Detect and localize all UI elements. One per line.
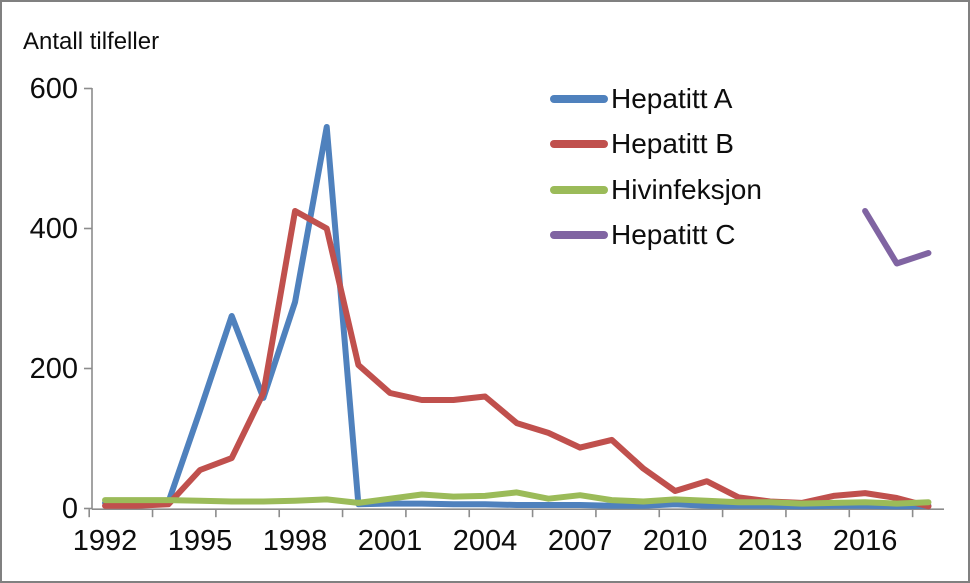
y-axis-tick-label: 400 [29,212,78,245]
x-axis-tick-label: 1992 [72,525,138,557]
x-axis-tick-label: 2010 [642,525,708,557]
series-line-hepatitt-a [102,124,932,510]
y-axis-tick-label: 0 [61,492,78,525]
series-line-hepatitt-c [862,208,932,267]
chart-title: Antall tilfeller [23,28,160,55]
x-axis-tick-label: 2016 [832,525,898,557]
x-axis-tick-label: 2001 [357,525,423,557]
x-axis-tick-label: 1998 [262,525,328,557]
series-line-hepatitt-b [102,208,932,510]
series-line-hivinfeksjon [102,489,932,507]
y-axis-tick-label: 600 [29,72,78,105]
x-axis-tick-label: 2013 [737,525,803,557]
x-axis-tick-label: 2004 [452,525,518,557]
x-axis-tick-label: 2007 [547,525,613,557]
x-axis-tick-label: 1995 [167,525,233,557]
y-axis-tick-label: 200 [29,352,78,385]
